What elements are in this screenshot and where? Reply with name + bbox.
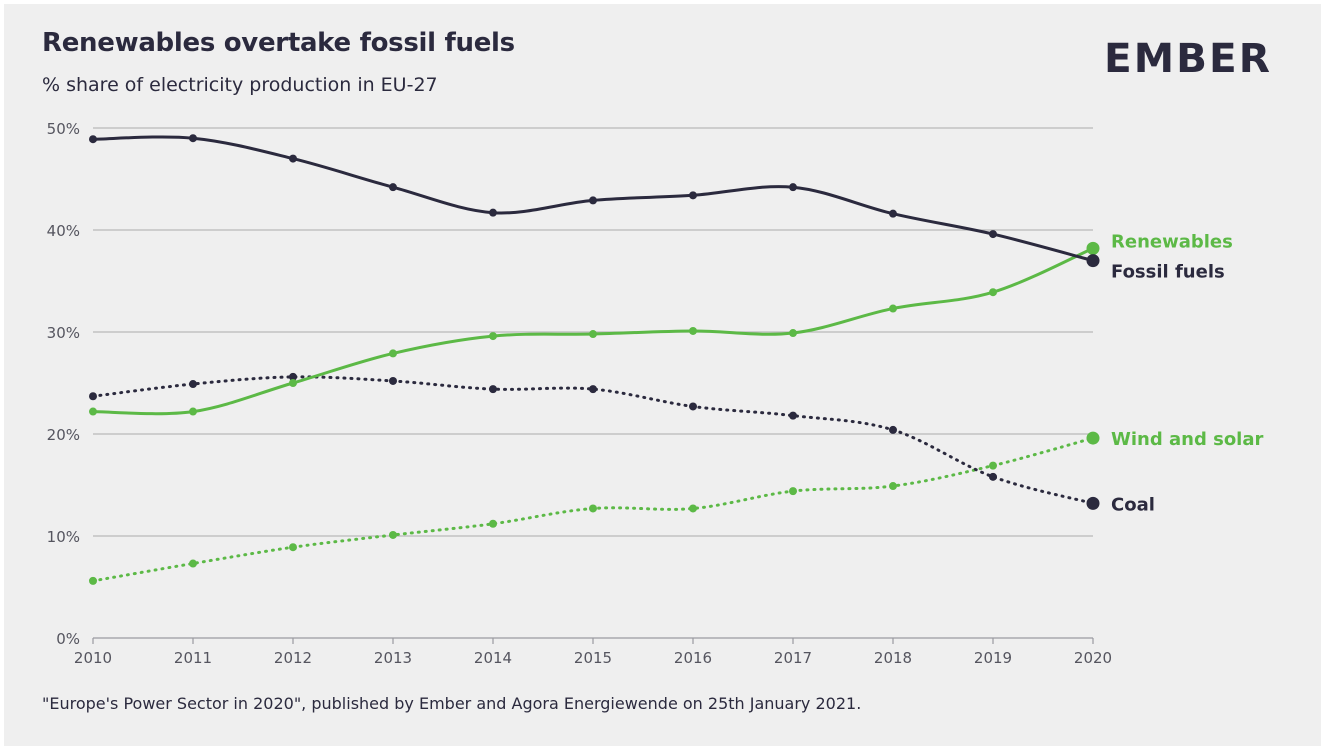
- y-tick-label: 40%: [47, 222, 80, 240]
- data-point: [289, 154, 297, 163]
- y-tick-label: 10%: [47, 528, 80, 546]
- data-point: [689, 402, 697, 411]
- data-point: [1086, 241, 1100, 255]
- x-tick-label: 2014: [474, 649, 512, 667]
- ember-logo: EMBER: [1104, 36, 1272, 76]
- chart-subtitle: % share of electricity production in EU-…: [42, 74, 438, 96]
- data-point: [989, 230, 997, 239]
- data-point: [589, 385, 597, 394]
- data-point: [889, 209, 897, 218]
- data-point: [289, 543, 297, 552]
- data-point: [589, 330, 597, 339]
- data-point: [289, 379, 297, 387]
- series-renewables: [89, 241, 1100, 416]
- series-label-renewables: Renewables: [1111, 231, 1233, 252]
- series-fossil-fuels: [89, 134, 1100, 268]
- x-tick-label: 2019: [974, 649, 1012, 667]
- chart-title: Renewables overtake fossil fuels: [42, 28, 515, 58]
- x-tick-label: 2020: [1074, 649, 1112, 667]
- data-point: [189, 559, 197, 568]
- data-point: [89, 392, 97, 401]
- x-tick-label: 2011: [174, 649, 212, 667]
- data-point: [989, 288, 997, 297]
- series-label-coal: Coal: [1111, 494, 1155, 515]
- x-tick-label: 2013: [374, 649, 412, 667]
- data-point: [689, 326, 697, 335]
- data-point: [889, 425, 897, 434]
- data-point: [789, 329, 797, 338]
- data-point: [489, 519, 497, 528]
- series-wind-and-solar: [89, 431, 1100, 585]
- data-point: [189, 407, 197, 416]
- data-point: [189, 134, 197, 143]
- data-point: [589, 196, 597, 205]
- data-point: [689, 191, 697, 200]
- x-tick-label: 2015: [574, 649, 612, 667]
- series-coal: [89, 372, 1100, 510]
- data-point: [689, 504, 697, 513]
- data-point: [489, 385, 497, 394]
- data-point: [789, 411, 797, 420]
- data-point: [1086, 431, 1100, 445]
- data-point: [89, 576, 97, 585]
- data-point: [89, 135, 97, 144]
- ember-logo-text: EMBER: [1104, 36, 1272, 76]
- series-line-coal: [91, 375, 1095, 505]
- data-point: [389, 349, 397, 358]
- data-point: [489, 208, 497, 217]
- data-point: [1086, 496, 1100, 510]
- data-point: [489, 332, 497, 341]
- data-point: [789, 487, 797, 496]
- series-lines: [89, 134, 1100, 585]
- data-point: [589, 504, 597, 513]
- series-label-fossil-fuels: Fossil fuels: [1111, 262, 1225, 283]
- x-tick-label: 2012: [274, 649, 312, 667]
- series-labels: Fossil fuels Renewables Coal Wind and solar: [1111, 231, 1263, 515]
- grid-lines: [93, 127, 1093, 639]
- data-point: [989, 461, 997, 470]
- data-point: [1086, 254, 1100, 268]
- data-point: [989, 472, 997, 481]
- data-point: [889, 482, 897, 491]
- y-tick-label: 30%: [47, 324, 80, 342]
- x-tick-label: 2017: [774, 649, 812, 667]
- data-point: [389, 376, 397, 385]
- series-label-wind-and-solar: Wind and solar: [1111, 429, 1263, 450]
- y-tick-label: 20%: [47, 426, 80, 444]
- data-point: [789, 183, 797, 192]
- data-point: [289, 372, 297, 381]
- data-point: [889, 304, 897, 313]
- data-point: [189, 380, 197, 389]
- x-tick-label: 2018: [874, 649, 912, 667]
- x-tick-label: 2010: [74, 649, 112, 667]
- data-point: [89, 407, 97, 416]
- data-point: [389, 183, 397, 192]
- y-tick-label: 50%: [47, 120, 80, 138]
- y-tick-label: 0%: [56, 630, 80, 648]
- source-note: "Europe's Power Sector in 2020", publish…: [42, 694, 862, 713]
- axes: 0% 10% 20% 30% 40% 50% 2010 2011 2012 2013 2014 201…: [47, 120, 1112, 667]
- data-point: [389, 530, 397, 539]
- x-tick-label: 2016: [674, 649, 712, 667]
